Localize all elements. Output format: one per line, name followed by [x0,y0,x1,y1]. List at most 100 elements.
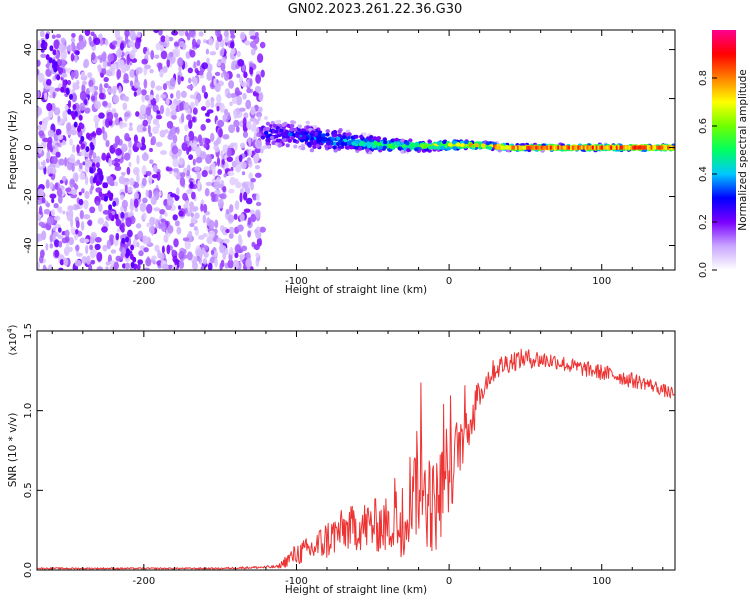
spectrogram-core-cell [518,145,521,150]
spectrogram-signal-cell [400,138,405,143]
spectrogram-noise-cell [189,94,195,99]
spectrogram-noise-cell [85,244,89,255]
spectrogram-noise-cell [69,138,73,146]
spectrogram-noise-cell [93,37,101,46]
spectrogram-noise-cell [67,205,74,212]
spectrogram-noise-cell [223,108,229,115]
x-tick-label: -100 [285,576,308,587]
spectrogram-noise-cell [235,181,242,189]
spectrogram-core-cell [577,145,580,150]
spectrogram-noise-cell [69,178,76,188]
spectrogram-noise-cell [216,237,223,243]
spectrogram-noise-cell [87,220,92,226]
spectrogram-noise-cell [238,77,243,84]
spectrogram-core-cell [663,145,666,150]
spectrogram-noise-cell [37,160,40,170]
spectrogram-signal-cell [315,144,320,148]
spectrogram-noise-cell [190,191,196,200]
spectrogram-noise-cell [258,91,264,102]
spectrogram-noise-cell [84,190,90,200]
spectrogram-noise-cell [200,106,207,111]
spectrogram-noise-cell [137,259,144,265]
spectrogram-noise-cell [202,39,208,44]
spectrogram-noise-cell [160,150,167,156]
spectrogram-signal-cell [278,143,283,147]
spectrogram-noise-cell [226,156,234,163]
spectrogram-noise-cell [79,90,87,101]
spectrogram-noise-cell [55,128,62,136]
spectrogram-noise-cell [46,202,51,208]
spectrogram-noise-cell [115,232,120,241]
spectrogram-signal-cell [340,141,346,146]
spectrogram-signal-cell [414,147,419,152]
spectrogram-noise-cell [133,79,140,89]
spectrogram-signal-cell [456,142,461,147]
spectrogram-noise-cell [94,243,101,251]
spectrogram-core-cell [604,145,607,150]
spectrogram-diagonal-cell [45,33,50,40]
spectrogram-diagonal-cell [59,67,64,74]
spectrogram-core-cell [601,145,604,150]
spectrogram-noise-cell [84,107,91,114]
spectrogram-core-cell [537,145,540,150]
spectrogram-core-cell [657,145,661,150]
spectrogram-noise-cell [120,194,125,201]
spectrogram-core-cell [656,145,659,150]
spectrogram-noise-cell [224,36,230,43]
spectrogram-core-cell [507,145,510,150]
spectrogram-noise-cell [235,95,243,106]
spectrogram-noise-cell [186,84,194,90]
spectrogram-signal-cell [474,143,480,148]
spectrogram-noise-cell [78,162,83,170]
spectrogram-core-cell [623,145,626,150]
spectrogram-noise-cell [70,37,76,43]
spectrogram-signal-cell [354,134,359,139]
spectrogram-signal-cell [290,120,295,125]
spectrogram-noise-cell [54,87,61,92]
spectrogram-diagonal-cell [89,167,94,174]
spectrogram-noise-cell [129,177,135,186]
spectrogram-noise-cell [133,168,139,174]
spectrogram-noise-cell [146,203,153,214]
spectrogram-noise-cell [147,124,151,135]
spectrogram-noise-cell [84,30,91,37]
spectrogram-noise-cell [250,178,257,183]
spectrogram-diagonal-cell [104,195,108,202]
spectrogram-noise-cell [203,244,209,250]
spectrogram-noise-cell [220,150,224,159]
spectrogram-core-cell [584,145,587,150]
spectrogram-noise-cell [180,113,185,123]
spectrogram-noise-cell [155,141,163,147]
spectrogram-noise-cell [234,252,239,259]
spectrogram-signal-cell [313,125,318,129]
spectrogram-noise-cell [46,151,51,160]
spectrogram-noise-cell [255,252,260,258]
spectrogram-noise-cell [84,158,90,167]
spectrogram-noise-cell [184,124,189,132]
spectrogram-noise-cell [233,109,237,120]
spectrogram-noise-cell [143,247,149,253]
spectrogram-signal-cell [372,136,378,141]
spectrogram-noise-cell [136,173,140,184]
spectrogram-noise-cell [53,239,60,248]
spectrogram-noise-cell [109,234,115,240]
spectrogram-noise-cell [89,206,96,214]
spectrogram-core-cell [650,145,653,150]
spectrogram-signal-cell [337,133,342,138]
spectrogram-signal-cell [394,137,399,142]
spectrogram-noise-cell [81,80,88,86]
spectrogram-noise-cell [162,83,168,91]
spectrogram-noise-cell [52,91,56,99]
spectrogram-noise-cell [254,85,262,93]
spectrogram-noise-cell [249,35,257,40]
spectrogram-noise-cell [191,116,196,123]
spectrogram-core-cell [548,145,551,150]
spectrogram-noise-cell [228,226,235,235]
spectrogram-noise-cell [249,40,257,49]
spectrogram-diagonal-cell [45,54,50,61]
spectrogram-noise-cell [233,213,238,220]
colorbar-tick-label: 0.4 [698,166,709,182]
spectrogram-noise-cell [76,252,83,257]
spectrogram-signal-cell [266,138,271,143]
